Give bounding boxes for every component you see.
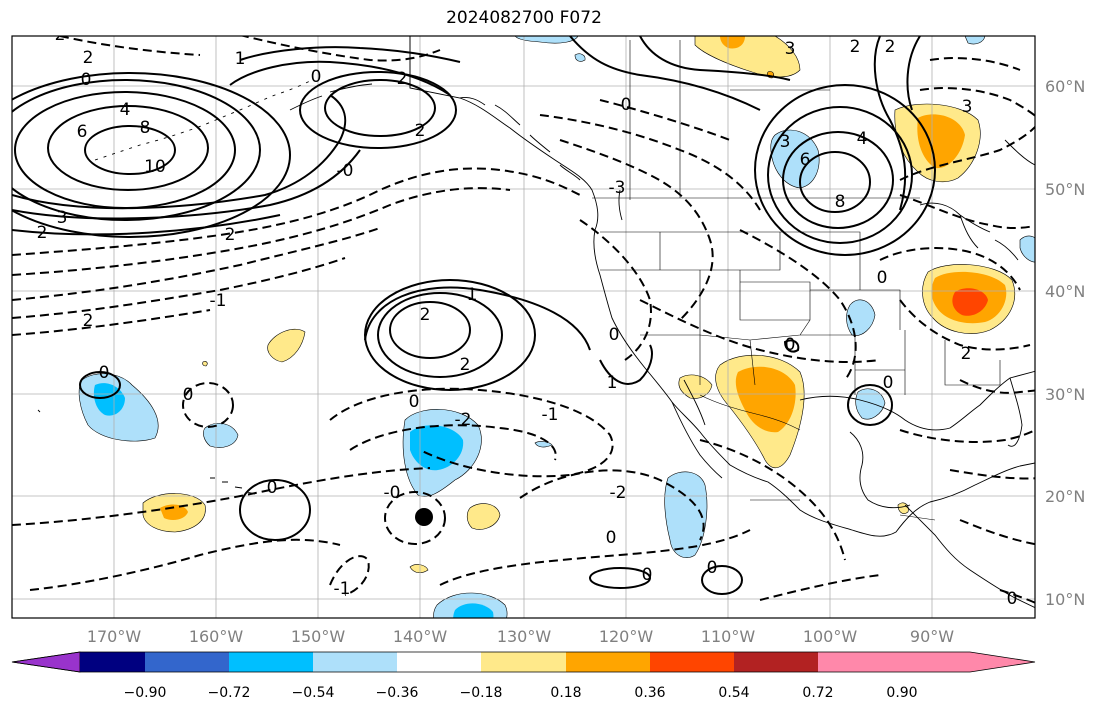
contour-label: 0 [621,95,632,115]
storm-marker [415,508,433,526]
shaded-anomaly-fields [78,36,1035,618]
contour-label: 0 [642,565,653,585]
contour-label: 0 [99,363,110,383]
contour-label: 0 [606,528,617,548]
contour-label: 3 [785,39,796,59]
lon-label: 140°W [393,627,448,646]
contour-label: 2 [961,344,972,364]
contour-label: 1 [607,373,618,393]
lon-label: 110°W [701,627,756,646]
contour-label: 2 [37,223,48,243]
latitude-labels: 60°N 50°N 40°N 30°N 20°N 10°N [1045,77,1085,609]
contour-label: 2 [83,48,94,68]
colorbar-tick-label: 0.72 [802,685,833,701]
colorbar-segment [566,652,650,672]
contour-label: 2 [420,305,431,325]
colorbar-tick-label: 0.90 [886,685,917,701]
colorbar-tick-label: −0.54 [292,685,335,701]
contour-label: 8 [835,192,846,212]
contour-label: 0 [409,392,420,412]
longitude-labels: 170°W 160°W 150°W 140°W 130°W 120°W 110°… [87,627,954,646]
lat-label: 50°N [1045,180,1085,199]
colorbar-segment [397,652,481,672]
lat-label: 30°N [1045,385,1085,404]
colorbar-segment [734,652,818,672]
colorbar-segment [818,652,902,672]
contour-label: 0 [311,67,322,87]
contour-label: 6 [77,122,88,142]
lat-label: 60°N [1045,77,1085,96]
contour-label: 2 [415,121,426,141]
contour-label: -0 [337,161,354,181]
colorbar: −0.90 −0.72 −0.54 −0.36 −0.18 0.18 0.36 … [11,651,1036,701]
lon-label: 160°W [189,627,244,646]
contour-label: 0 [609,325,620,345]
colorbar-segment [145,652,229,672]
contour-label: -2 [610,483,627,503]
contour-label: 1 [235,49,246,69]
contour-label: 4 [857,129,868,149]
contour-label: 0 [183,385,194,405]
lat-label: 20°N [1045,487,1085,506]
contour-label: 10 [144,157,166,177]
contour-label: 8 [140,118,151,138]
contour-label: 0 [1007,589,1018,609]
colorbar-segment [229,652,313,672]
contour-label: -1 [334,579,351,599]
colorbar-segment [481,652,566,672]
colorbar-extend-low [11,651,81,673]
contour-labels: 2 2 1 0 0 2 4 6 8 10 2 0 -0 -3 3 2 2 3 2… [37,25,1018,609]
contour-label: 2 [460,355,471,375]
coastlines [37,36,1035,609]
contour-label: 2 [55,25,66,45]
contour-label: 0 [883,373,894,393]
contour-label: -1 [210,291,227,311]
contour-label: -0 [384,483,401,503]
colorbar-segment [313,652,397,672]
colorbar-tick-label: 0.18 [550,685,581,701]
contour-label: 6 [800,150,811,170]
contour-label: 4 [120,100,131,120]
lon-label: 130°W [497,627,552,646]
contour-label: 3 [780,132,791,152]
contour-label: -1 [542,405,559,425]
contour-label: 2 [83,311,94,331]
colorbar-tick-label: 0.54 [718,685,749,701]
colorbar-extend-high [902,652,1035,672]
lon-label: 90°W [910,627,954,646]
lon-label: 100°W [803,627,858,646]
lon-label: 150°W [291,627,346,646]
colorbar-segment [80,652,145,672]
colorbar-tick-label: −0.18 [460,685,503,701]
contour-label: 2 [225,225,236,245]
contour-label: 2 [850,37,861,57]
colorbar-segment [650,652,734,672]
contour-label: 1 [467,285,478,305]
lon-label: 170°W [87,627,142,646]
contour-label: 0 [267,478,278,498]
colorbar-tick-label: −0.90 [124,685,167,701]
map-title: 2024082700 F072 [446,8,602,28]
contour-label: 0 [877,268,888,288]
lat-label: 40°N [1045,282,1085,301]
solid-contours [12,36,936,595]
colorbar-tick-label: 0.36 [634,685,665,701]
dashed-contours [12,36,1035,604]
colorbar-tick-label: −0.36 [376,685,419,701]
contour-label: -2 [455,410,472,430]
contour-label: 3 [962,97,973,117]
lon-label: 120°W [599,627,654,646]
map-frame [11,35,1036,619]
contour-label: 0 [707,558,718,578]
contour-label: 2 [885,37,896,57]
contour-label: 0 [785,335,796,355]
lat-label: 10°N [1045,590,1085,609]
contour-label: -3 [609,178,626,198]
contour-label: 0 [81,70,92,90]
contour-label: 2 [397,69,408,89]
colorbar-tick-label: −0.72 [208,685,251,701]
contour-label: 3 [57,208,68,228]
